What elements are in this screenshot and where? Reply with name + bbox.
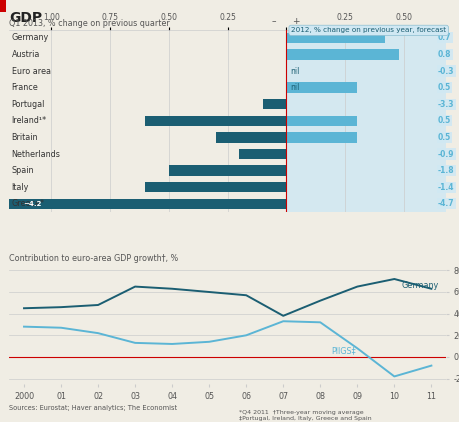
Text: +: +	[291, 17, 299, 26]
Text: Contribution to euro-area GDP growth†, %: Contribution to euro-area GDP growth†, %	[9, 254, 178, 263]
Bar	[0, 199, 286, 209]
Bar	[239, 149, 286, 159]
Text: PIIGS‡: PIIGS‡	[330, 346, 355, 355]
Text: -4.7: -4.7	[437, 199, 453, 208]
Bar	[215, 132, 286, 143]
Text: -1.8: -1.8	[437, 166, 453, 175]
Text: Sources: Eurostat; Haver analytics; The Economist: Sources: Eurostat; Haver analytics; The …	[9, 405, 177, 411]
Text: Austria: Austria	[11, 50, 40, 59]
Text: Greece*: Greece*	[11, 199, 45, 208]
Text: *Q4 2011  †Three-year moving average
‡Portugal, Ireland, Italy, Greece and Spain: *Q4 2011 †Three-year moving average ‡Por…	[239, 410, 371, 421]
Text: Britain: Britain	[11, 133, 38, 142]
Bar	[286, 116, 356, 126]
Text: 2012, % change on previous year, forecast: 2012, % change on previous year, forecas…	[291, 27, 445, 33]
Text: nil: nil	[289, 67, 299, 76]
Text: 0.7: 0.7	[437, 33, 450, 42]
Text: -0.3: -0.3	[437, 67, 453, 76]
Text: Netherlands: Netherlands	[11, 149, 60, 159]
Text: 0.5: 0.5	[437, 83, 450, 92]
Bar	[286, 30, 445, 212]
Text: 0.8: 0.8	[437, 50, 450, 59]
Text: Euro area: Euro area	[11, 67, 50, 76]
Text: -1.4: -1.4	[437, 183, 453, 192]
Text: Germany: Germany	[11, 33, 49, 42]
Text: Portugal: Portugal	[11, 100, 45, 109]
Text: 0.5: 0.5	[437, 133, 450, 142]
Bar	[168, 165, 286, 176]
Bar	[145, 116, 286, 126]
Bar	[263, 99, 286, 109]
Bar	[286, 32, 384, 43]
Text: –: –	[271, 17, 275, 26]
Bar	[286, 82, 356, 93]
Text: Ireland¹*: Ireland¹*	[11, 116, 46, 125]
Bar	[145, 182, 286, 192]
Text: nil: nil	[289, 83, 299, 92]
Text: -0.9: -0.9	[437, 149, 453, 159]
Text: Q1 2013, % change on previous quarter: Q1 2013, % change on previous quarter	[9, 19, 169, 28]
Text: Spain: Spain	[11, 166, 34, 175]
Bar	[286, 132, 356, 143]
Text: 0.5: 0.5	[437, 116, 450, 125]
Text: Italy: Italy	[11, 183, 29, 192]
Text: Germany: Germany	[401, 281, 438, 290]
Bar	[286, 49, 398, 60]
Text: −4.2: −4.2	[23, 201, 42, 207]
Text: -3.3: -3.3	[437, 100, 453, 109]
Text: France: France	[11, 83, 38, 92]
Text: GDP: GDP	[9, 11, 42, 24]
